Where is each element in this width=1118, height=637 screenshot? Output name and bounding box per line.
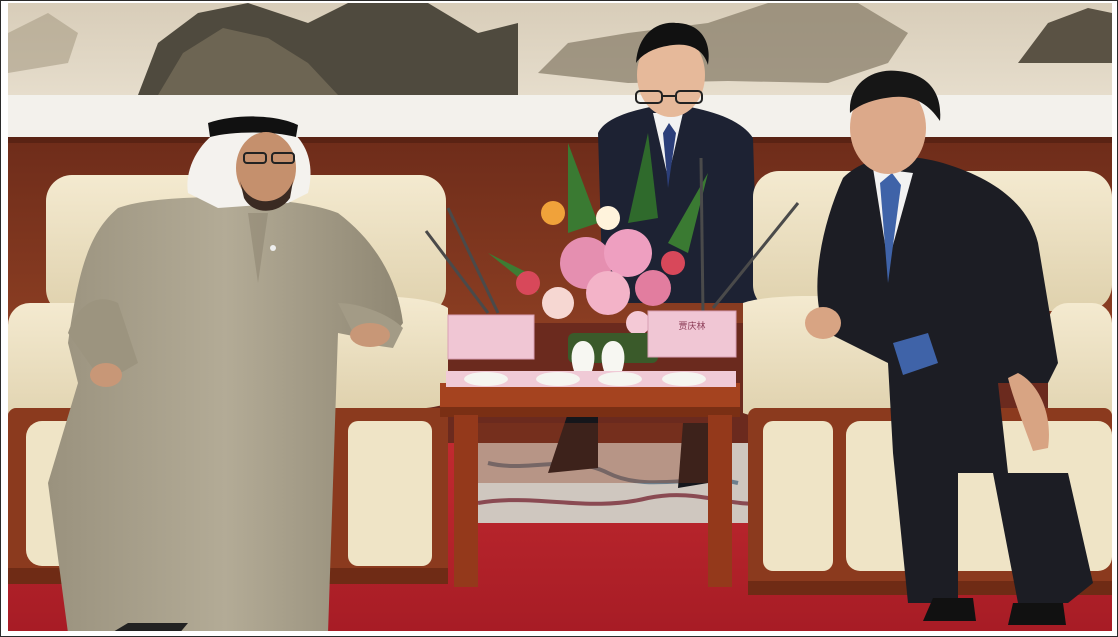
placard-right: 贾庆林 xyxy=(647,310,737,358)
tea-table xyxy=(440,341,740,587)
meeting-photo: 贾庆林 xyxy=(8,3,1112,631)
flower-arrangement xyxy=(488,133,708,363)
placard-right-name: 贾庆林 xyxy=(678,320,705,331)
wall-band xyxy=(8,95,1112,137)
placard-left xyxy=(447,314,535,360)
guest-in-kandura xyxy=(48,116,403,631)
host-in-suit xyxy=(805,70,1093,625)
meeting-scene: 贾庆林 xyxy=(8,3,1112,631)
wall-painting xyxy=(8,3,1112,95)
microphones xyxy=(424,157,800,314)
